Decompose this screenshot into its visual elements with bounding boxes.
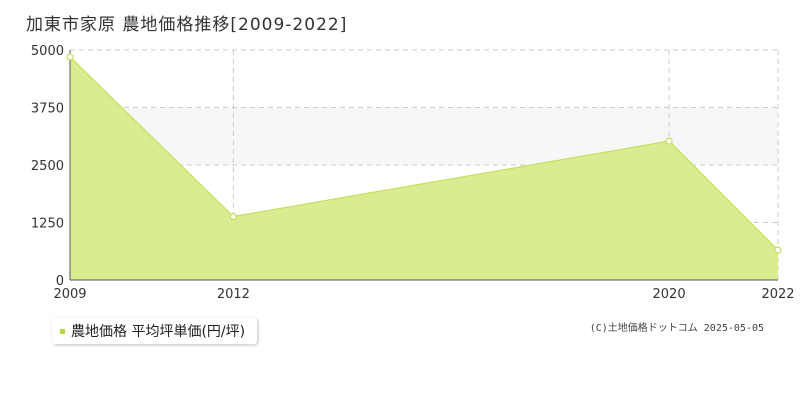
x-tick-label: 2020	[653, 287, 686, 302]
x-tick-label: 2022	[761, 287, 794, 302]
data-point	[229, 212, 237, 221]
data-point	[774, 246, 782, 254]
chart-title: 加東市家原 農地価格推移[2009-2022]	[26, 15, 348, 35]
data-point	[66, 53, 74, 61]
data-point	[665, 137, 673, 145]
y-tick-label: 0	[56, 274, 64, 289]
x-tick-label: 2009	[53, 287, 86, 302]
y-tick-label: 3750	[31, 102, 64, 117]
y-tick-label: 2500	[31, 159, 64, 174]
copyright-text: (C)土地価格ドットコム 2025-05-05	[589, 323, 764, 334]
y-tick-label: 1250	[31, 217, 64, 232]
x-tick-label: 2012	[217, 287, 250, 302]
series-area	[70, 56, 778, 281]
series-line	[69, 56, 779, 251]
legend-label: 農地価格 平均坪単価(円/坪)	[71, 324, 246, 340]
legend-swatch	[60, 328, 65, 334]
legend: 農地価格 平均坪単価(円/坪)	[52, 318, 258, 344]
y-tick-label: 5000	[31, 44, 64, 59]
